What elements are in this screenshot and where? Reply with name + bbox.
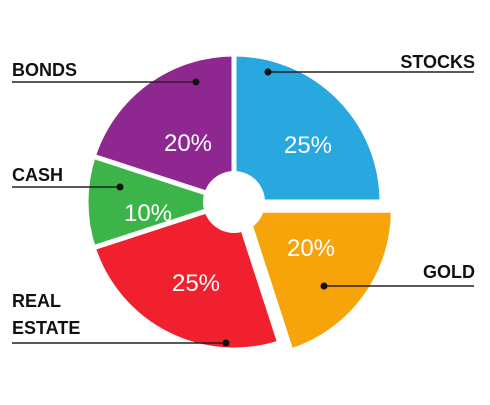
leader-dot-bonds [192, 78, 200, 86]
category-label-cash: CASH [12, 165, 63, 185]
data-label-stocks: 25% [284, 132, 332, 159]
leader-dot-stocks [264, 68, 272, 76]
donut-hole [203, 171, 265, 233]
data-label-bonds: 20% [164, 130, 212, 157]
slice-real-estate [90, 199, 283, 353]
category-label-bonds: BONDS [12, 60, 77, 80]
leader-dot-gold [320, 282, 328, 290]
leader-dot-cash [116, 183, 124, 191]
slice-cash [83, 153, 237, 251]
category-label-gold: GOLD [423, 262, 475, 282]
category-label-real-estate-line-1: REAL [12, 291, 61, 311]
data-label-gold: 20% [287, 235, 335, 262]
category-label-stocks: STOCKS [400, 52, 475, 72]
slice-stocks [231, 51, 385, 205]
category-label-real-estate-line-2: ESTATE [12, 318, 80, 338]
leader-dot-real-estate [222, 339, 230, 347]
data-label-cash: 10% [124, 200, 172, 227]
data-label-real-estate: 25% [172, 270, 220, 297]
chart-labels: 25% STOCKS 20% GOLD 25% REAL ESTATE 10% CASH 20% B… [12, 52, 475, 347]
slice-gold [242, 207, 396, 354]
